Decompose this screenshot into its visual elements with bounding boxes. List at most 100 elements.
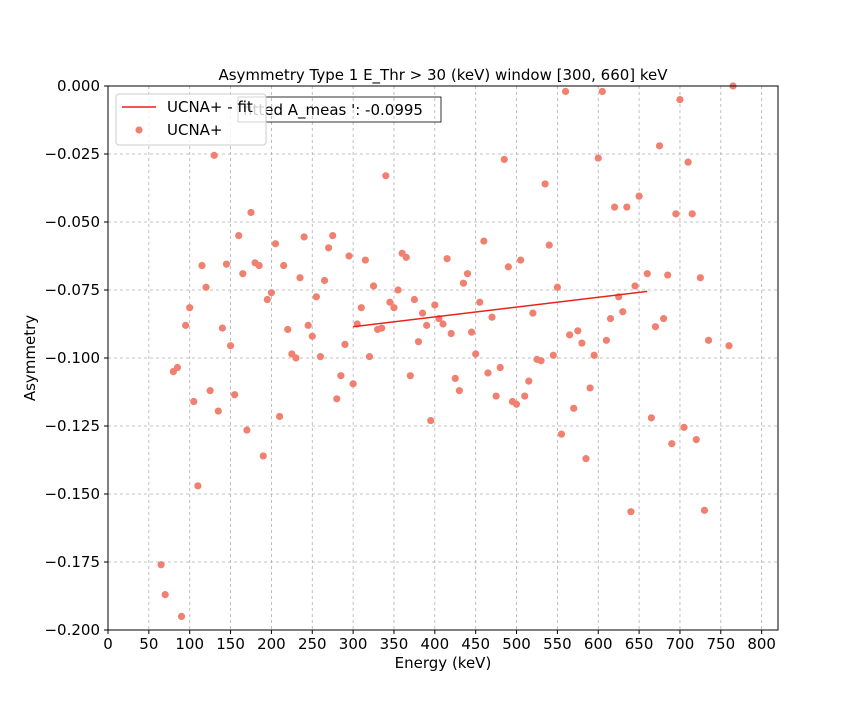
scatter-point: [255, 261, 263, 270]
fit-line: [353, 290, 648, 328]
scatter-point: [488, 313, 496, 321]
y-tick-label: 0.000: [57, 77, 100, 95]
scatter-point: [545, 241, 553, 249]
scatter-point: [619, 308, 627, 316]
scatter-point: [443, 255, 451, 263]
scatter-point: [566, 331, 574, 339]
fit-annotation: fitted A_meas ': -0.0995: [237, 96, 442, 123]
scatter-point: [329, 232, 337, 240]
legend-fit-label: UCNA+ - fit: [167, 98, 253, 116]
scatter-point: [349, 380, 357, 388]
x-tick-label: 250: [298, 635, 327, 653]
scatter-point: [222, 260, 231, 268]
scatter-point: [476, 298, 484, 306]
scatter-point: [361, 256, 369, 264]
scatter-point: [553, 283, 561, 291]
x-tick-label: 750: [706, 635, 735, 653]
scatter-point: [602, 336, 611, 344]
scatter-point: [259, 452, 267, 460]
scatter-point: [480, 237, 488, 245]
x-axis-label: Energy (keV): [395, 654, 492, 672]
scatter-point: [484, 369, 492, 377]
scatter-point: [386, 298, 394, 306]
scatter-point: [704, 336, 713, 344]
x-tick-label: 300: [339, 635, 368, 653]
scatter-point: [341, 340, 349, 348]
scatter-point: [357, 304, 365, 312]
x-tick-label: 500: [502, 635, 531, 653]
scatter-point: [431, 301, 439, 309]
x-tick-label: 0: [103, 635, 113, 653]
scatter-point: [210, 151, 218, 159]
scatter-point: [427, 416, 435, 425]
x-tick-label: 350: [380, 635, 409, 653]
scatter-point: [455, 387, 463, 395]
scatter-point: [676, 96, 684, 104]
chart-title: Asymmetry Type 1 E_Thr > 30 (keV) window…: [218, 66, 668, 85]
scatter-point: [296, 274, 304, 282]
scatter-point: [574, 327, 582, 335]
scatter-point: [333, 395, 341, 403]
scatter-point: [672, 210, 680, 218]
y-tick-label: −0.100: [44, 349, 100, 367]
legend-scatter-label: UCNA+: [167, 121, 223, 139]
x-tick-label: 400: [421, 635, 450, 653]
scatter-point: [177, 612, 186, 621]
scatter-point: [304, 321, 312, 329]
x-tick-label: 550: [543, 635, 572, 653]
x-tick-label: 50: [139, 635, 158, 653]
scatter-point: [280, 261, 288, 270]
scatter-point: [647, 414, 655, 422]
scatter-point: [557, 430, 566, 438]
scatter-point: [684, 158, 692, 166]
scatter-point: [275, 412, 284, 421]
scatter-point: [320, 276, 329, 285]
scatter-point: [198, 261, 206, 270]
x-tick-label: 700: [666, 635, 695, 653]
scatter-point: [439, 320, 447, 328]
scatter-point: [284, 325, 292, 334]
scatter-point: [345, 252, 353, 260]
scatter-point: [239, 270, 247, 278]
scatter-point: [231, 391, 239, 399]
scatter-point: [643, 270, 651, 278]
scatter-point: [447, 329, 455, 338]
scatter-point: [496, 363, 504, 372]
scatter-point: [541, 180, 549, 188]
scatter-point: [504, 263, 512, 271]
scatter-point: [578, 339, 586, 347]
grid-lines: [107, 85, 778, 631]
y-tick-label: −0.075: [44, 281, 100, 299]
scatter-point: [243, 426, 251, 434]
scatter-point: [537, 357, 545, 365]
scatter-point: [517, 256, 525, 264]
y-tick-label: −0.125: [44, 417, 100, 435]
scatter-point: [598, 87, 606, 96]
scatter-point: [549, 351, 557, 359]
scatter-point: [529, 309, 537, 317]
x-tick-label: 650: [625, 635, 654, 653]
scatter-point: [561, 87, 570, 96]
x-tick-label: 450: [461, 635, 490, 653]
scatter-point: [463, 270, 472, 278]
scatter-point: [627, 508, 635, 516]
scatter-point: [570, 404, 578, 412]
scatter-point: [610, 203, 619, 211]
scatter-point: [378, 324, 386, 332]
scatter-point: [521, 392, 529, 400]
scatter-point: [660, 314, 668, 323]
scatter-point: [382, 172, 390, 180]
scatter-point: [206, 387, 214, 395]
scatter-point: [700, 506, 709, 514]
scatter-point: [406, 372, 414, 380]
scatter-point: [194, 482, 202, 490]
scatter-point: [365, 353, 374, 361]
scatter-point: [418, 309, 427, 317]
scatter-point: [512, 400, 521, 408]
scatter-point: [467, 328, 476, 336]
data-layer: [157, 82, 737, 621]
scatter-point: [590, 351, 598, 359]
scatter-point: [402, 253, 410, 261]
scatter-point: [235, 232, 243, 240]
